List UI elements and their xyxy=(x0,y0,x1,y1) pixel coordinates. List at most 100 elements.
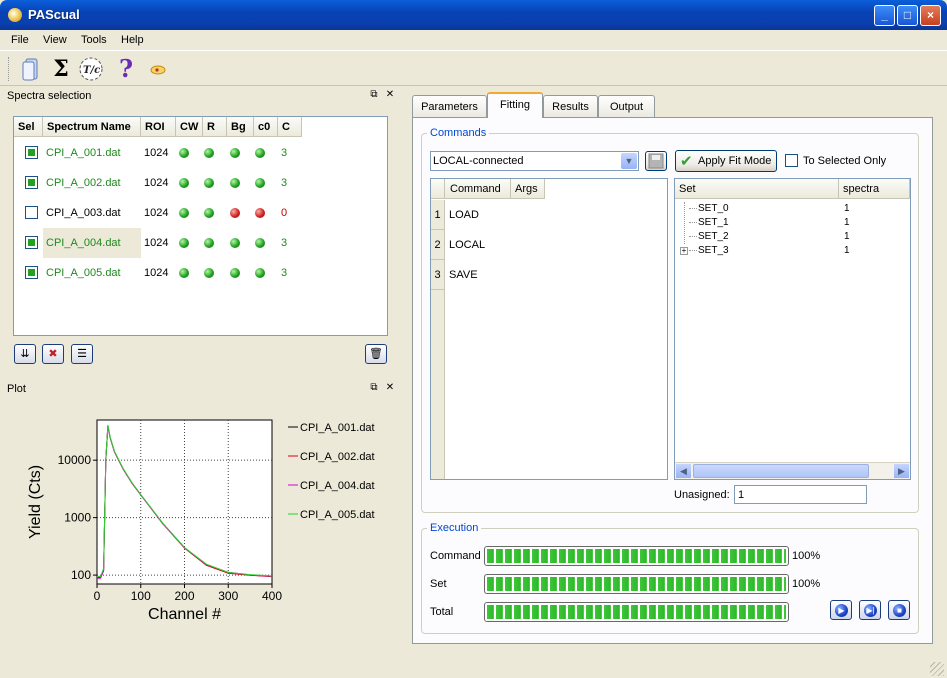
column-header-sel[interactable]: Sel xyxy=(14,117,43,137)
column-header-r[interactable]: R xyxy=(203,117,227,137)
save-icon[interactable] xyxy=(645,151,667,171)
scroll-thumb[interactable] xyxy=(693,464,869,478)
tab-fitting[interactable]: Fitting xyxy=(487,92,543,118)
menu-help[interactable]: Help xyxy=(121,34,144,46)
scroll-left-icon[interactable]: ◀ xyxy=(676,464,691,478)
step-button[interactable]: ▶| xyxy=(859,600,881,620)
spectra-dock-label: Spectra selection xyxy=(7,90,92,102)
row-number: 1 xyxy=(431,200,445,230)
table-row[interactable]: CPI_A_004.dat 1024 3 xyxy=(14,228,387,258)
close-icon[interactable]: ✕ xyxy=(385,382,395,393)
status-led-icon xyxy=(230,148,240,158)
c-value: 3 xyxy=(281,177,288,189)
column-header-c0[interactable]: c0 xyxy=(254,117,278,137)
c-value: 0 xyxy=(281,207,288,219)
spectra-table: Sel Spectrum Name ROI CW R Bg c0 C CPI_A… xyxy=(13,116,388,336)
roi-value: 1024 xyxy=(144,237,169,249)
row-checkbox[interactable] xyxy=(25,236,38,249)
column-header-bg[interactable]: Bg xyxy=(227,117,254,137)
minimize-button[interactable]: _ xyxy=(874,5,895,26)
list-options-icon[interactable]: ☰ xyxy=(71,344,93,364)
row-checkbox[interactable] xyxy=(25,266,38,279)
command-row[interactable]: 3 SAVE xyxy=(431,260,667,290)
file-open-icon[interactable] xyxy=(18,56,44,82)
apply-fit-mode-button[interactable]: ✔ Apply Fit Mode xyxy=(675,150,777,172)
x-tick-label: 0 xyxy=(94,589,101,603)
horizontal-scrollbar[interactable]: ◀ ▶ xyxy=(675,462,910,479)
select-all-icon[interactable]: ⇊ xyxy=(14,344,36,364)
command-name: LOAD xyxy=(449,209,479,221)
tree-item[interactable]: + SET_3 1 xyxy=(675,244,910,258)
plot-dock-label: Plot xyxy=(7,383,26,395)
to-selected-label: To Selected Only xyxy=(803,155,887,167)
stop-button[interactable]: ■ xyxy=(888,600,910,620)
tab-output[interactable]: Output xyxy=(598,95,655,117)
tc-icon[interactable]: T/c xyxy=(78,56,104,82)
unassigned-field[interactable]: 1 xyxy=(734,485,867,504)
roi-value: 1024 xyxy=(144,207,169,219)
x-tick-label: 300 xyxy=(218,589,238,603)
fit-mode-select[interactable]: LOCAL-connected ▼ xyxy=(430,151,639,171)
status-led-icon xyxy=(179,148,189,158)
table-row[interactable]: CPI_A_003.dat 1024 0 xyxy=(14,198,387,228)
trash-icon[interactable]: 🗑 xyxy=(365,344,387,364)
title-bar: PAScual _ □ × xyxy=(0,0,947,30)
set-spectra: 1 xyxy=(844,217,850,228)
menu-view[interactable]: View xyxy=(43,34,67,46)
execution-group-label: Execution xyxy=(427,522,482,534)
sigma-icon[interactable]: Σ xyxy=(53,56,69,82)
table-row[interactable]: CPI_A_005.dat 1024 3 xyxy=(14,258,387,288)
scroll-right-icon[interactable]: ▶ xyxy=(894,464,909,478)
resize-grip[interactable] xyxy=(930,662,944,676)
float-icon[interactable]: ⧉ xyxy=(370,89,378,100)
chevron-down-icon[interactable]: ▼ xyxy=(621,153,637,169)
maximize-button[interactable]: □ xyxy=(897,5,918,26)
set-name: SET_0 xyxy=(698,203,729,214)
expand-icon[interactable]: + xyxy=(680,246,688,255)
tree-item[interactable]: SET_0 1 xyxy=(675,202,910,216)
execution-label: Total xyxy=(430,606,454,618)
command-row[interactable]: 1 LOAD xyxy=(431,200,667,230)
play-button[interactable]: ▶ xyxy=(830,600,852,620)
command-row[interactable]: 2 LOCAL xyxy=(431,230,667,260)
set-name: SET_3 xyxy=(698,245,729,256)
float-icon[interactable]: ⧉ xyxy=(370,382,378,393)
command-name: LOCAL xyxy=(449,239,486,251)
tree-connector xyxy=(689,222,697,223)
help-icon[interactable]: ? xyxy=(118,54,134,83)
execution-label: Set xyxy=(430,578,447,590)
tree-item[interactable]: SET_2 1 xyxy=(675,230,910,244)
column-header-roi[interactable]: ROI xyxy=(141,117,176,137)
app-icon xyxy=(8,8,22,22)
to-selected-checkbox[interactable] xyxy=(785,154,798,167)
row-checkbox[interactable] xyxy=(25,176,38,189)
column-header-cw[interactable]: CW xyxy=(176,117,203,137)
deselect-icon[interactable]: ✖ xyxy=(42,344,64,364)
column-header-args[interactable]: Args xyxy=(511,179,545,199)
svg-text:T/c: T/c xyxy=(83,65,100,76)
status-led-icon xyxy=(204,148,214,158)
menu-tools[interactable]: Tools xyxy=(81,34,107,46)
row-checkbox[interactable] xyxy=(25,146,38,159)
tree-item[interactable]: SET_1 1 xyxy=(675,216,910,230)
column-header-set[interactable]: Set xyxy=(675,179,839,199)
spectrum-name: CPI_A_004.dat xyxy=(46,237,121,249)
close-button[interactable]: × xyxy=(920,5,941,26)
column-header-c[interactable]: C xyxy=(278,117,302,137)
menu-file[interactable]: File xyxy=(11,34,29,46)
tab-parameters[interactable]: Parameters xyxy=(412,95,487,117)
table-row[interactable]: CPI_A_001.dat 1024 3 xyxy=(14,138,387,168)
status-led-icon xyxy=(255,238,265,248)
status-led-icon xyxy=(255,178,265,188)
column-header-command[interactable]: Command xyxy=(445,179,511,199)
column-header-name[interactable]: Spectrum Name xyxy=(43,117,141,137)
row-checkbox[interactable] xyxy=(25,206,38,219)
close-icon[interactable]: ✕ xyxy=(385,89,395,100)
tab-results[interactable]: Results xyxy=(543,95,598,117)
plot-dock-title: Plot ⧉ ✕ xyxy=(4,381,399,397)
about-icon[interactable] xyxy=(145,56,171,82)
table-row[interactable]: CPI_A_002.dat 1024 3 xyxy=(14,168,387,198)
spectrum-name: CPI_A_005.dat xyxy=(46,267,121,279)
column-header-spectra[interactable]: spectra xyxy=(839,179,910,199)
